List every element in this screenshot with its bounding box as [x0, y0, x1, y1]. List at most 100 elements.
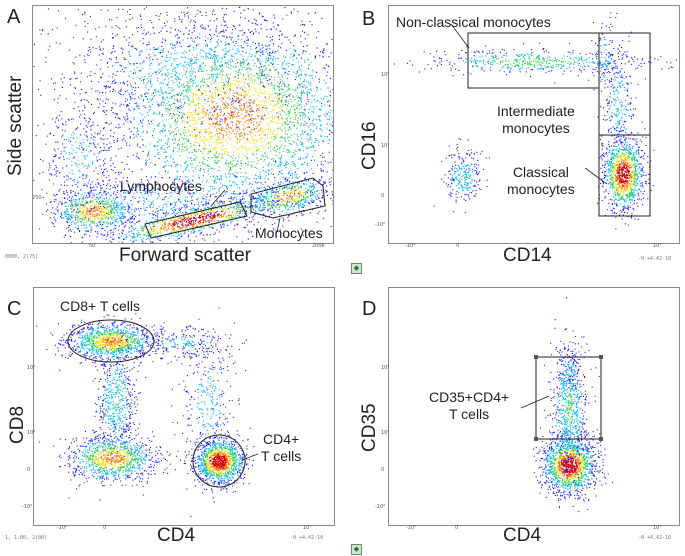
scatter-point: [176, 110, 178, 112]
scatter-point: [268, 44, 270, 46]
scatter-point: [146, 82, 148, 84]
scatter-point: [303, 124, 305, 126]
scatter-point: [300, 101, 302, 103]
scatter-point: [261, 82, 263, 84]
scatter-point: [189, 108, 191, 110]
scatter-point: [147, 114, 149, 116]
scatter-point: [222, 16, 224, 18]
scatter-point: [216, 115, 218, 117]
scatter-point: [229, 180, 231, 182]
scatter-point: [326, 75, 328, 77]
scatter-point: [256, 139, 258, 141]
scatter-point: [295, 73, 297, 75]
scatter-point: [146, 44, 148, 46]
scatter-point: [222, 136, 224, 138]
scatter-point: [194, 62, 196, 64]
scatter-point: [183, 95, 185, 97]
scatter-point: [133, 63, 135, 65]
scatter-point: [260, 81, 262, 83]
scatter-point: [95, 47, 97, 49]
scatter-point: [220, 94, 222, 96]
scatter-point: [234, 116, 236, 118]
scatter-point: [331, 125, 333, 127]
scatter-point: [269, 88, 271, 90]
scatter-point: [225, 163, 227, 165]
scatter-point: [122, 81, 124, 83]
scatter-point: [95, 36, 97, 38]
scatter-point: [130, 121, 132, 123]
scatter-point: [216, 35, 218, 37]
scatter-point: [165, 135, 167, 137]
scatter-point: [277, 219, 279, 221]
scatter-point: [266, 45, 268, 47]
scatter-point: [329, 77, 331, 79]
scatter-point: [216, 175, 218, 177]
scatter-point: [307, 68, 309, 70]
scatter-point: [237, 193, 239, 195]
scatter-point: [207, 139, 209, 141]
scatter-point: [184, 126, 186, 128]
scatter-point: [226, 82, 228, 84]
scatter-point: [127, 11, 129, 13]
scatter-point: [251, 86, 253, 88]
scatter-point: [284, 100, 286, 102]
scatter-point: [313, 130, 315, 132]
scatter-point: [262, 75, 264, 77]
scatter-point: [278, 98, 280, 100]
scatter-point: [222, 184, 224, 186]
scatter-point: [203, 108, 205, 110]
scatter-point: [232, 25, 234, 27]
scatter-point: [199, 111, 201, 113]
scatter-point: [136, 105, 138, 107]
scatter-point: [246, 42, 248, 44]
scatter-point: [238, 100, 240, 102]
scatter-point: [133, 137, 135, 139]
scatter-point: [215, 87, 217, 89]
scatter-point: [292, 59, 294, 61]
scatter-point: [123, 135, 125, 137]
scatter-point: [218, 170, 220, 172]
scatter-point: [194, 76, 196, 78]
scatter-point: [55, 42, 57, 44]
scatter-point: [66, 217, 68, 219]
scatter-point: [231, 55, 233, 57]
scatter-point: [179, 111, 181, 113]
scatter-point: [182, 132, 184, 134]
scatter-point: [213, 122, 215, 124]
scatter-point: [275, 159, 277, 161]
scatter-point: [277, 102, 279, 104]
scatter-point: [272, 36, 274, 38]
scatter-point: [299, 115, 301, 117]
scatter-point: [65, 98, 67, 100]
scatter-point: [209, 54, 211, 56]
scatter-point: [167, 84, 169, 86]
scatter-point: [206, 131, 208, 133]
scatter-point: [119, 105, 121, 107]
scatter-point: [223, 119, 225, 121]
scatter-point: [325, 82, 327, 84]
scatter-point: [252, 33, 254, 35]
scatter-point: [161, 130, 163, 132]
scatter-point: [175, 178, 177, 180]
scatter-point: [216, 140, 218, 142]
scatter-point: [246, 111, 248, 113]
scatter-point: [188, 90, 190, 92]
scatter-point: [195, 104, 197, 106]
scatter-point: [129, 189, 131, 191]
scatter-point: [246, 127, 248, 129]
scatter-point: [193, 79, 195, 81]
scatter-point: [206, 56, 208, 58]
scatter-point: [252, 102, 254, 104]
scatter-point: [286, 117, 288, 119]
scatter-point: [80, 72, 82, 74]
scatter-point: [232, 130, 234, 132]
scatter-point: [209, 139, 211, 141]
scatter-point: [247, 126, 249, 128]
scatter-point: [182, 39, 184, 41]
scatter-point: [185, 176, 187, 178]
scatter-point: [93, 213, 95, 215]
scatter-point: [256, 105, 258, 107]
scatter-point: [189, 45, 191, 47]
scatter-point: [169, 57, 171, 59]
scatter-point: [269, 215, 271, 217]
